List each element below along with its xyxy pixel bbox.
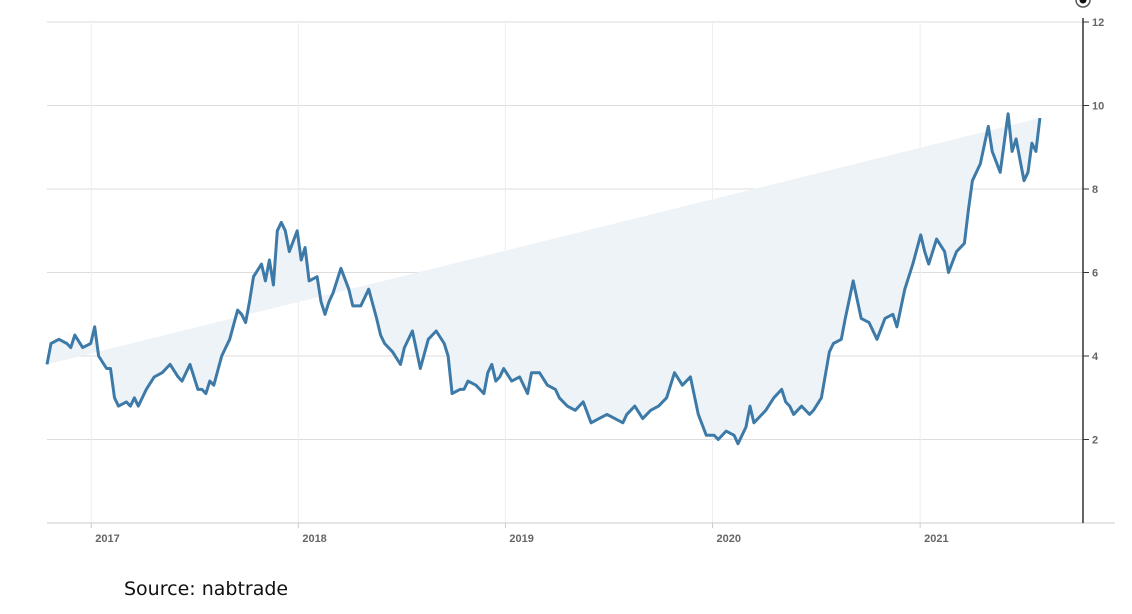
last-point-marker[interactable] — [1075, 0, 1091, 8]
y-tick-label: 6 — [1092, 268, 1098, 280]
y-tick-label: 12 — [1092, 17, 1104, 29]
y-tick-label: 4 — [1092, 351, 1099, 363]
series-line — [45, 112, 1042, 446]
chart-axes — [47, 18, 1115, 524]
y-tick-label: 2 — [1092, 435, 1098, 447]
y-axis-ticks: 2 4 6 8 10 12 — [1083, 17, 1104, 447]
x-axis-ticks: 2017 2018 2019 2020 2021 — [90, 523, 949, 545]
y-tick-label: 10 — [1092, 101, 1104, 113]
x-tick-label: 2017 — [95, 533, 119, 545]
marker-dot — [1079, 0, 1087, 4]
x-tick-label: 2019 — [509, 533, 533, 545]
x-tick-label: 2021 — [924, 533, 948, 545]
y-tick-label: 8 — [1092, 184, 1098, 196]
series-area — [47, 113, 1040, 444]
source-note: Source: nabtrade — [124, 578, 289, 600]
x-tick-label: 2018 — [302, 533, 326, 545]
x-tick-label: 2020 — [717, 533, 741, 545]
